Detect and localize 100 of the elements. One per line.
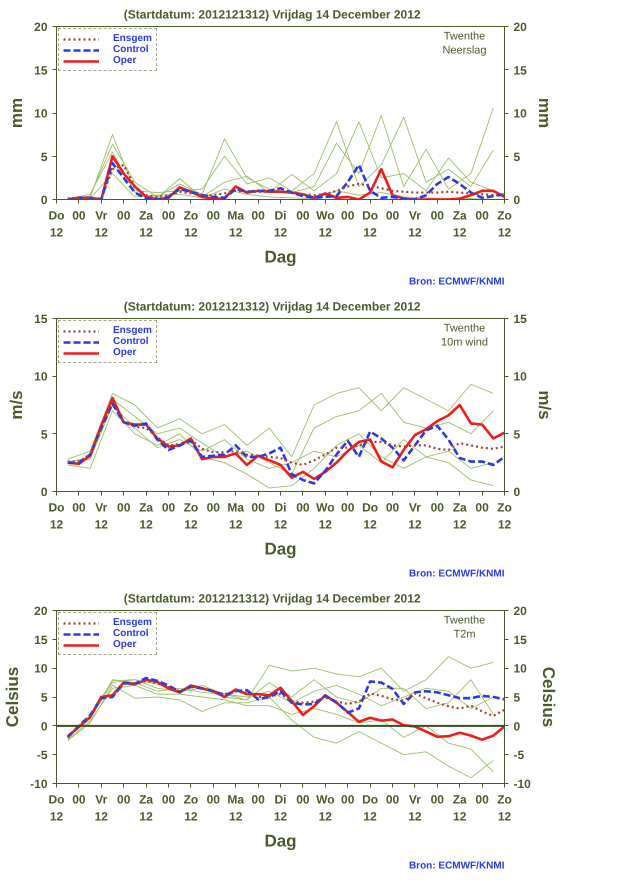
x-tick-label: Do 12 bbox=[48, 208, 64, 240]
x-tick-label: Wo 12 bbox=[316, 500, 335, 532]
legend-label: Control bbox=[113, 336, 149, 347]
text: Bron: ECMWF/KNMI bbox=[408, 860, 505, 872]
x-tick-label: 00 bbox=[72, 792, 86, 806]
x-tick-label: 00 bbox=[386, 792, 400, 806]
x-tick-label: Do 12 bbox=[362, 500, 378, 532]
x-tick-label: 00 bbox=[72, 208, 86, 222]
x-tick-label: 00 bbox=[162, 792, 176, 806]
y2-axis-title: mm bbox=[534, 98, 554, 128]
x-tick-label: Ma 12 bbox=[227, 792, 244, 824]
x-tick-label: 00 bbox=[475, 208, 490, 222]
x-tick-label: 00 bbox=[341, 500, 355, 514]
x-tick-label: 00 bbox=[386, 500, 400, 514]
x-tick-label: Za 12 bbox=[139, 500, 154, 532]
y-tick-label: -5 bbox=[36, 748, 48, 762]
x-tick-label: Do 12 bbox=[48, 500, 64, 532]
x-tick-label: 00 bbox=[386, 208, 400, 222]
x-tick-label: 00 bbox=[251, 792, 266, 806]
x-tick-label: Za 12 bbox=[139, 208, 154, 240]
text: Bron: ECMWF/KNMI bbox=[408, 276, 505, 288]
x-tick-label: 00 bbox=[117, 500, 131, 514]
x-tick-label: 00 bbox=[162, 500, 176, 514]
x-tick-label: Do 12 bbox=[362, 792, 378, 824]
x-tick-label: 00 bbox=[72, 500, 86, 514]
y2-tick-label: 15 bbox=[514, 632, 528, 647]
x-tick-label: 00 bbox=[341, 208, 355, 222]
y2-axis-title: Celsius bbox=[538, 666, 558, 728]
annotation: Twenthe bbox=[444, 614, 486, 626]
legend-label: Control bbox=[113, 44, 149, 55]
y2-tick-label: 0 bbox=[514, 193, 520, 207]
chart-title: (Startdatum: 2012121312) Vrijdag 14 December 2012 bbox=[124, 300, 421, 314]
x-tick-label: Zo 12 bbox=[497, 792, 512, 824]
y2-tick-label: 10 bbox=[514, 662, 528, 676]
x-tick-label: 00 bbox=[341, 792, 355, 806]
x-tick-label: Wo 12 bbox=[316, 208, 335, 240]
y2-tick-label: 0 bbox=[514, 485, 520, 499]
x-tick-label: 00 bbox=[296, 208, 310, 222]
x-tick-label: Zo 12 bbox=[184, 208, 198, 240]
annotation: Twenthe bbox=[444, 30, 486, 42]
x-tick-label: 00 bbox=[162, 208, 176, 222]
legend-label: Ensgem bbox=[113, 617, 152, 628]
x-tick-label: 00 bbox=[430, 500, 444, 514]
x-tick-label: Di 12 bbox=[274, 208, 288, 240]
x-tick-label: 00 bbox=[251, 208, 266, 222]
legend-label: Ensgem bbox=[113, 325, 152, 336]
x-tick-label: 00 bbox=[430, 792, 444, 806]
x-tick-label: Wo 12 bbox=[316, 792, 335, 824]
chart-title: (Startdatum: 2012121312) Vrijdag 14 December 2012 bbox=[124, 8, 421, 22]
y-tick-label: 0 bbox=[40, 719, 48, 734]
x-tick-label: 00 bbox=[251, 500, 266, 514]
x-tick-label: Zo 12 bbox=[184, 792, 198, 824]
y-tick-label: 10 bbox=[34, 106, 48, 120]
y2-tick-label: 20 bbox=[514, 20, 528, 34]
y-axis-title: mm bbox=[7, 98, 26, 128]
x-tick-label: 00 bbox=[206, 208, 220, 222]
y2-tick-label: 15 bbox=[514, 63, 528, 78]
x-tick-label: Do 12 bbox=[362, 208, 378, 240]
x-tick-label: Vr 12 bbox=[408, 500, 422, 532]
annotation: Neerslag bbox=[442, 44, 487, 56]
y-tick-label: 15 bbox=[34, 632, 48, 647]
x-tick-label: 00 bbox=[475, 792, 490, 806]
x-tick-label: Vr 12 bbox=[94, 792, 108, 824]
x-axis-title: Dag bbox=[264, 247, 297, 266]
y2-tick-label: -5 bbox=[514, 748, 524, 762]
y2-tick-label: 5 bbox=[514, 690, 520, 704]
x-tick-label: 00 bbox=[206, 792, 220, 806]
text: Bron: ECMWF/KNMI bbox=[408, 568, 505, 580]
y-tick-label: 10 bbox=[34, 662, 48, 676]
y-axis-title: Celsius bbox=[3, 666, 22, 728]
x-tick-label: Zo 12 bbox=[184, 500, 198, 532]
y-tick-label: 5 bbox=[40, 427, 48, 442]
x-tick-label: 00 bbox=[117, 792, 131, 806]
x-tick-label: 00 bbox=[475, 500, 490, 514]
y2-tick-label: 15 bbox=[514, 312, 528, 326]
y2-tick-label: -10 bbox=[514, 777, 532, 791]
legend-label: Control bbox=[113, 628, 149, 639]
legend-label: Oper bbox=[113, 639, 136, 650]
legend-label: Oper bbox=[113, 55, 136, 66]
y-axis-title: m/s bbox=[7, 390, 26, 420]
x-tick-label: Do 12 bbox=[48, 792, 64, 824]
y2-tick-label: 5 bbox=[514, 150, 520, 164]
x-tick-label: Zo 12 bbox=[497, 500, 512, 532]
annotation: 10m wind bbox=[440, 336, 488, 348]
y-tick-label: 0 bbox=[40, 485, 48, 499]
y2-tick-label: 0 bbox=[514, 719, 520, 734]
x-tick-label: Vr 12 bbox=[408, 208, 422, 240]
x-tick-label: 00 bbox=[117, 208, 131, 222]
y2-tick-label: 5 bbox=[514, 427, 520, 442]
x-tick-label: Za 12 bbox=[452, 500, 468, 532]
chart-title: (Startdatum: 2012121312) Vrijdag 14 December 2012 bbox=[124, 592, 421, 606]
y-tick-label: 5 bbox=[40, 690, 48, 704]
x-tick-label: Ma 12 bbox=[227, 208, 244, 240]
x-tick-label: 00 bbox=[296, 500, 310, 514]
y-tick-label: -10 bbox=[30, 777, 48, 791]
y2-axis-title: m/s bbox=[534, 390, 554, 420]
y-tick-label: 5 bbox=[40, 150, 48, 164]
y-tick-label: 10 bbox=[34, 370, 48, 384]
y-tick-label: 15 bbox=[34, 312, 48, 326]
x-tick-label: Vr 12 bbox=[94, 500, 108, 532]
